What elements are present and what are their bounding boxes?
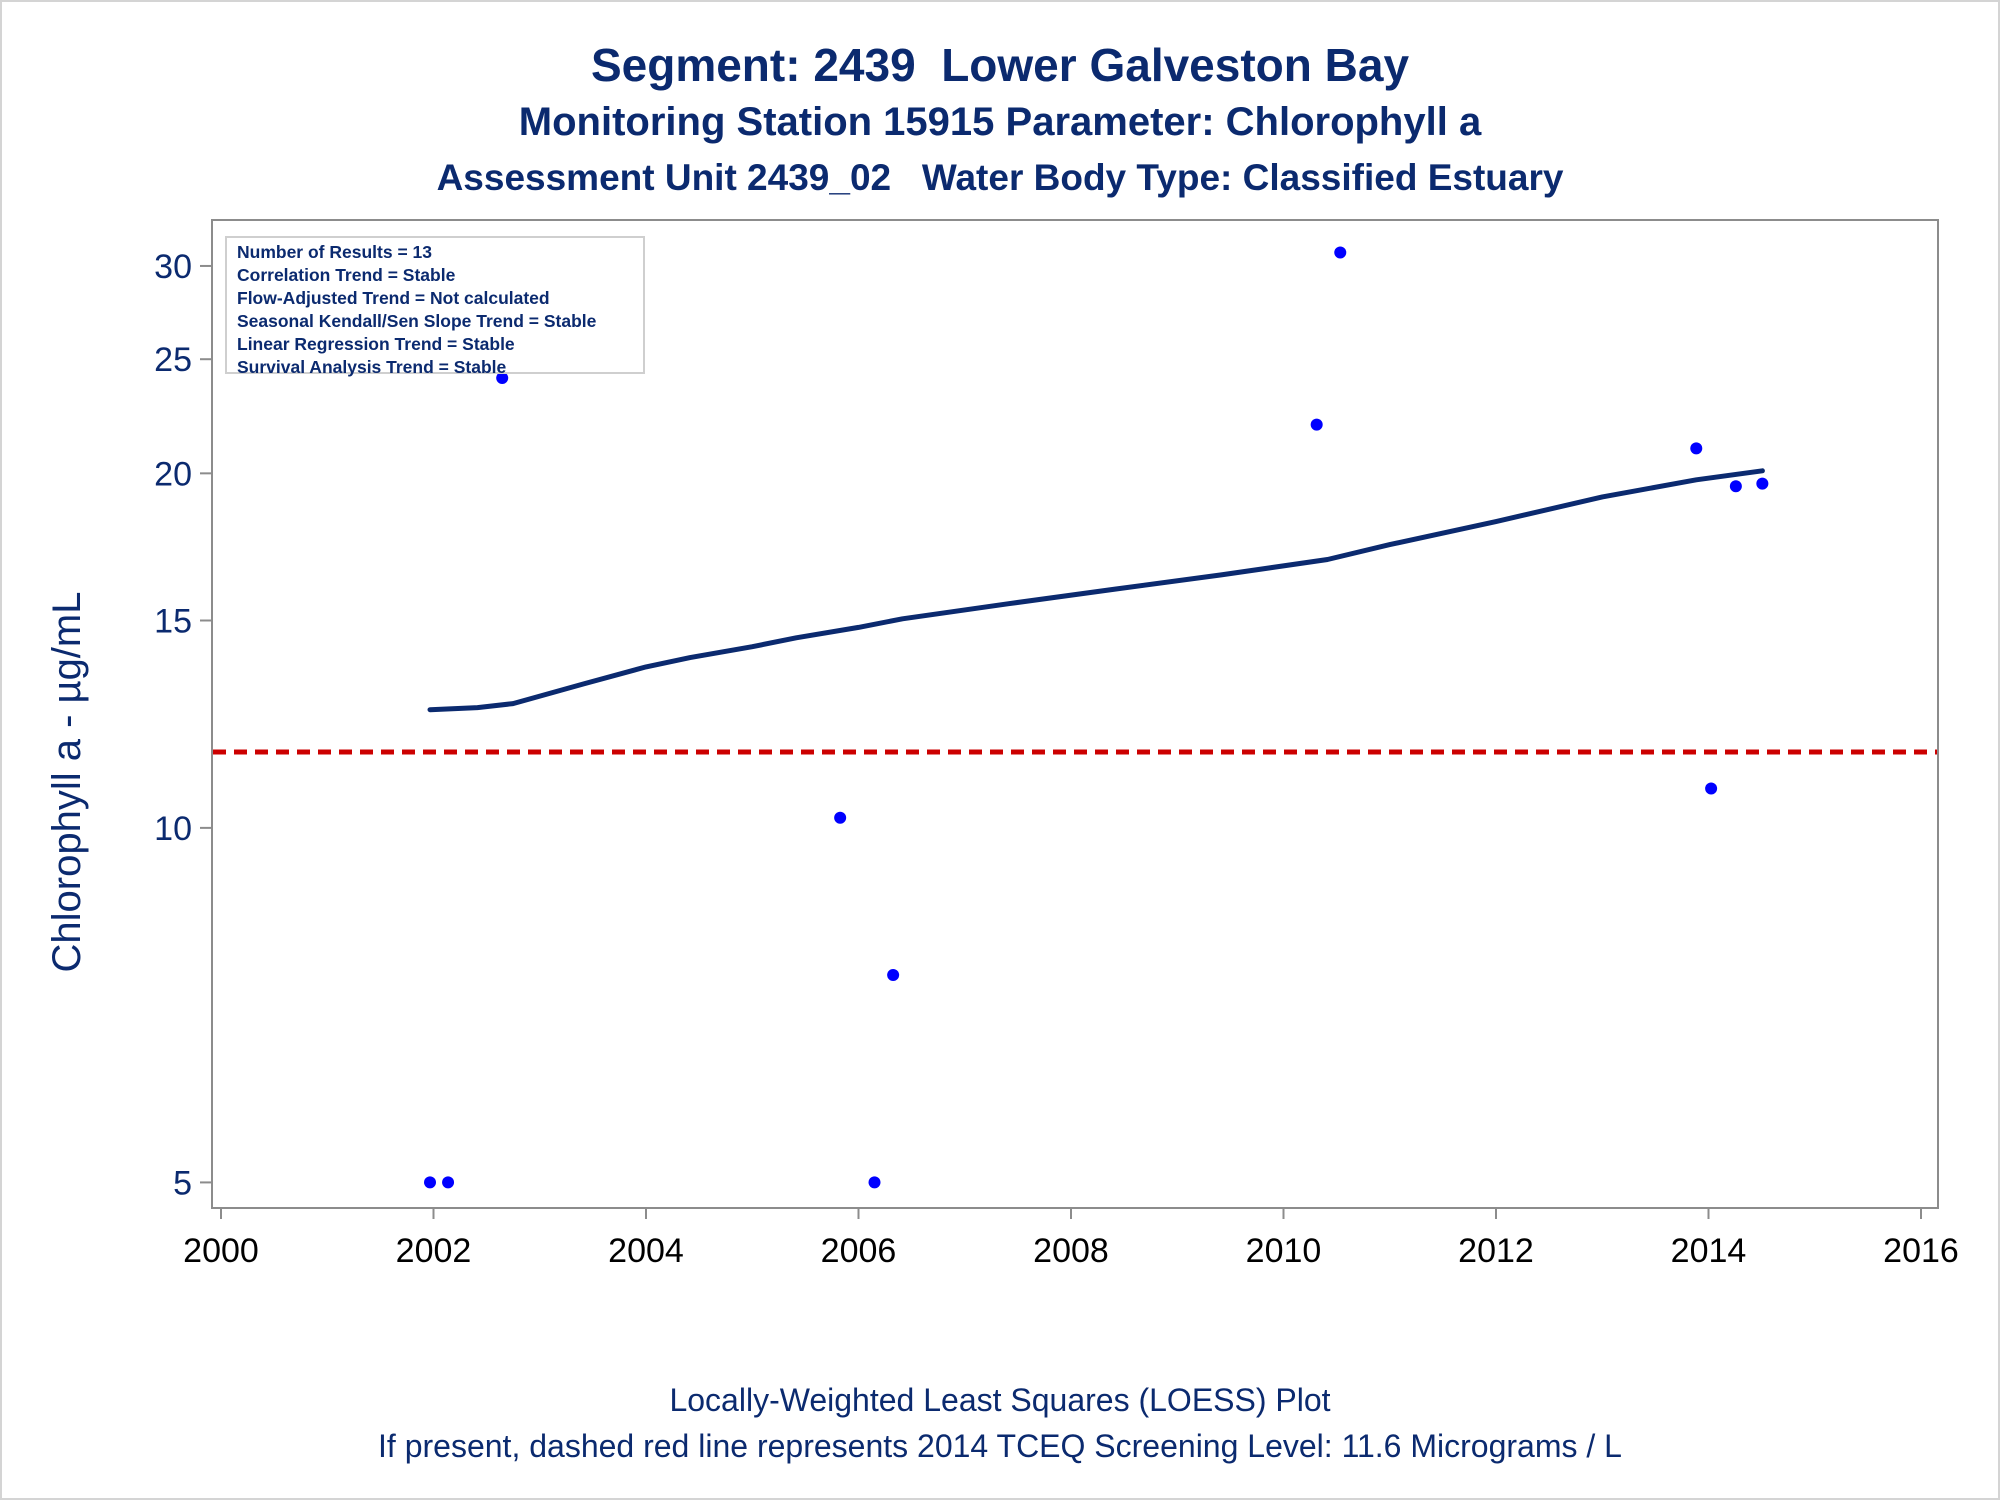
data-point	[1334, 246, 1347, 259]
x-tick-label: 2004	[608, 1232, 684, 1270]
y-tick-label: 30	[154, 248, 192, 286]
stat-flow-adjusted-trend: Flow-Adjusted Trend = Not calculated	[237, 288, 550, 308]
plot-area	[211, 219, 1939, 1209]
footnote-method: Locally-Weighted Least Squares (LOESS) P…	[669, 1382, 1331, 1418]
data-point	[1729, 480, 1742, 493]
data-point	[424, 1176, 437, 1189]
x-tick-label: 2014	[1671, 1232, 1747, 1270]
axis-ticks: 2000 2002 2004 2006 2008 2010 2012 2014 2016 5 10 1…	[154, 248, 1959, 1270]
loess-line	[427, 468, 1765, 713]
data-point	[442, 1176, 455, 1189]
loess-curve	[427, 468, 1765, 713]
chart-title: Segment: 2439 Lower Galveston Bay	[590, 39, 1410, 91]
data-point	[868, 1176, 881, 1189]
y-tick-label: 25	[154, 341, 192, 379]
x-tick-label: 2016	[1883, 1232, 1959, 1270]
y-tick-label: 20	[154, 455, 192, 493]
x-tick-label: 2000	[183, 1232, 259, 1270]
data-point	[496, 371, 509, 384]
stat-correlation-trend: Correlation Trend = Stable	[237, 265, 456, 285]
x-tick-label: 2006	[821, 1232, 897, 1270]
x-tick-label: 2010	[1246, 1232, 1322, 1270]
y-tick-label: 10	[154, 810, 192, 848]
chart-subtitle-assessment: Assessment Unit 2439_02 Water Body Type:…	[436, 157, 1564, 198]
trend-stats-box: Number of Results = 13 Correlation Trend…	[225, 236, 645, 377]
x-tick-label: 2012	[1458, 1232, 1534, 1270]
x-tick-label: 2002	[396, 1232, 472, 1270]
stat-number-of-results: Number of Results = 13	[237, 242, 432, 262]
data-point	[1310, 418, 1323, 431]
y-tick-label: 15	[154, 602, 192, 640]
data-point	[834, 811, 847, 824]
stat-linear-regression-trend: Linear Regression Trend = Stable	[237, 334, 515, 354]
footnote-screening: If present, dashed red line represents 2…	[378, 1428, 1622, 1464]
data-point	[887, 969, 900, 982]
data-point	[1756, 477, 1769, 490]
chart-subtitle-station: Monitoring Station 15915 Parameter: Chlo…	[518, 100, 1482, 144]
y-tick-label: 5	[173, 1164, 192, 1202]
data-point	[1705, 782, 1718, 795]
x-tick-label: 2008	[1033, 1232, 1109, 1270]
data-point	[1690, 442, 1703, 455]
stat-survival-analysis-trend: Survival Analysis Trend = Stable	[237, 357, 507, 377]
stat-seasonal-kendall-trend: Seasonal Kendall/Sen Slope Trend = Stabl…	[237, 311, 597, 331]
y-axis-label: Chlorophyll a - µg/mL	[45, 592, 89, 973]
